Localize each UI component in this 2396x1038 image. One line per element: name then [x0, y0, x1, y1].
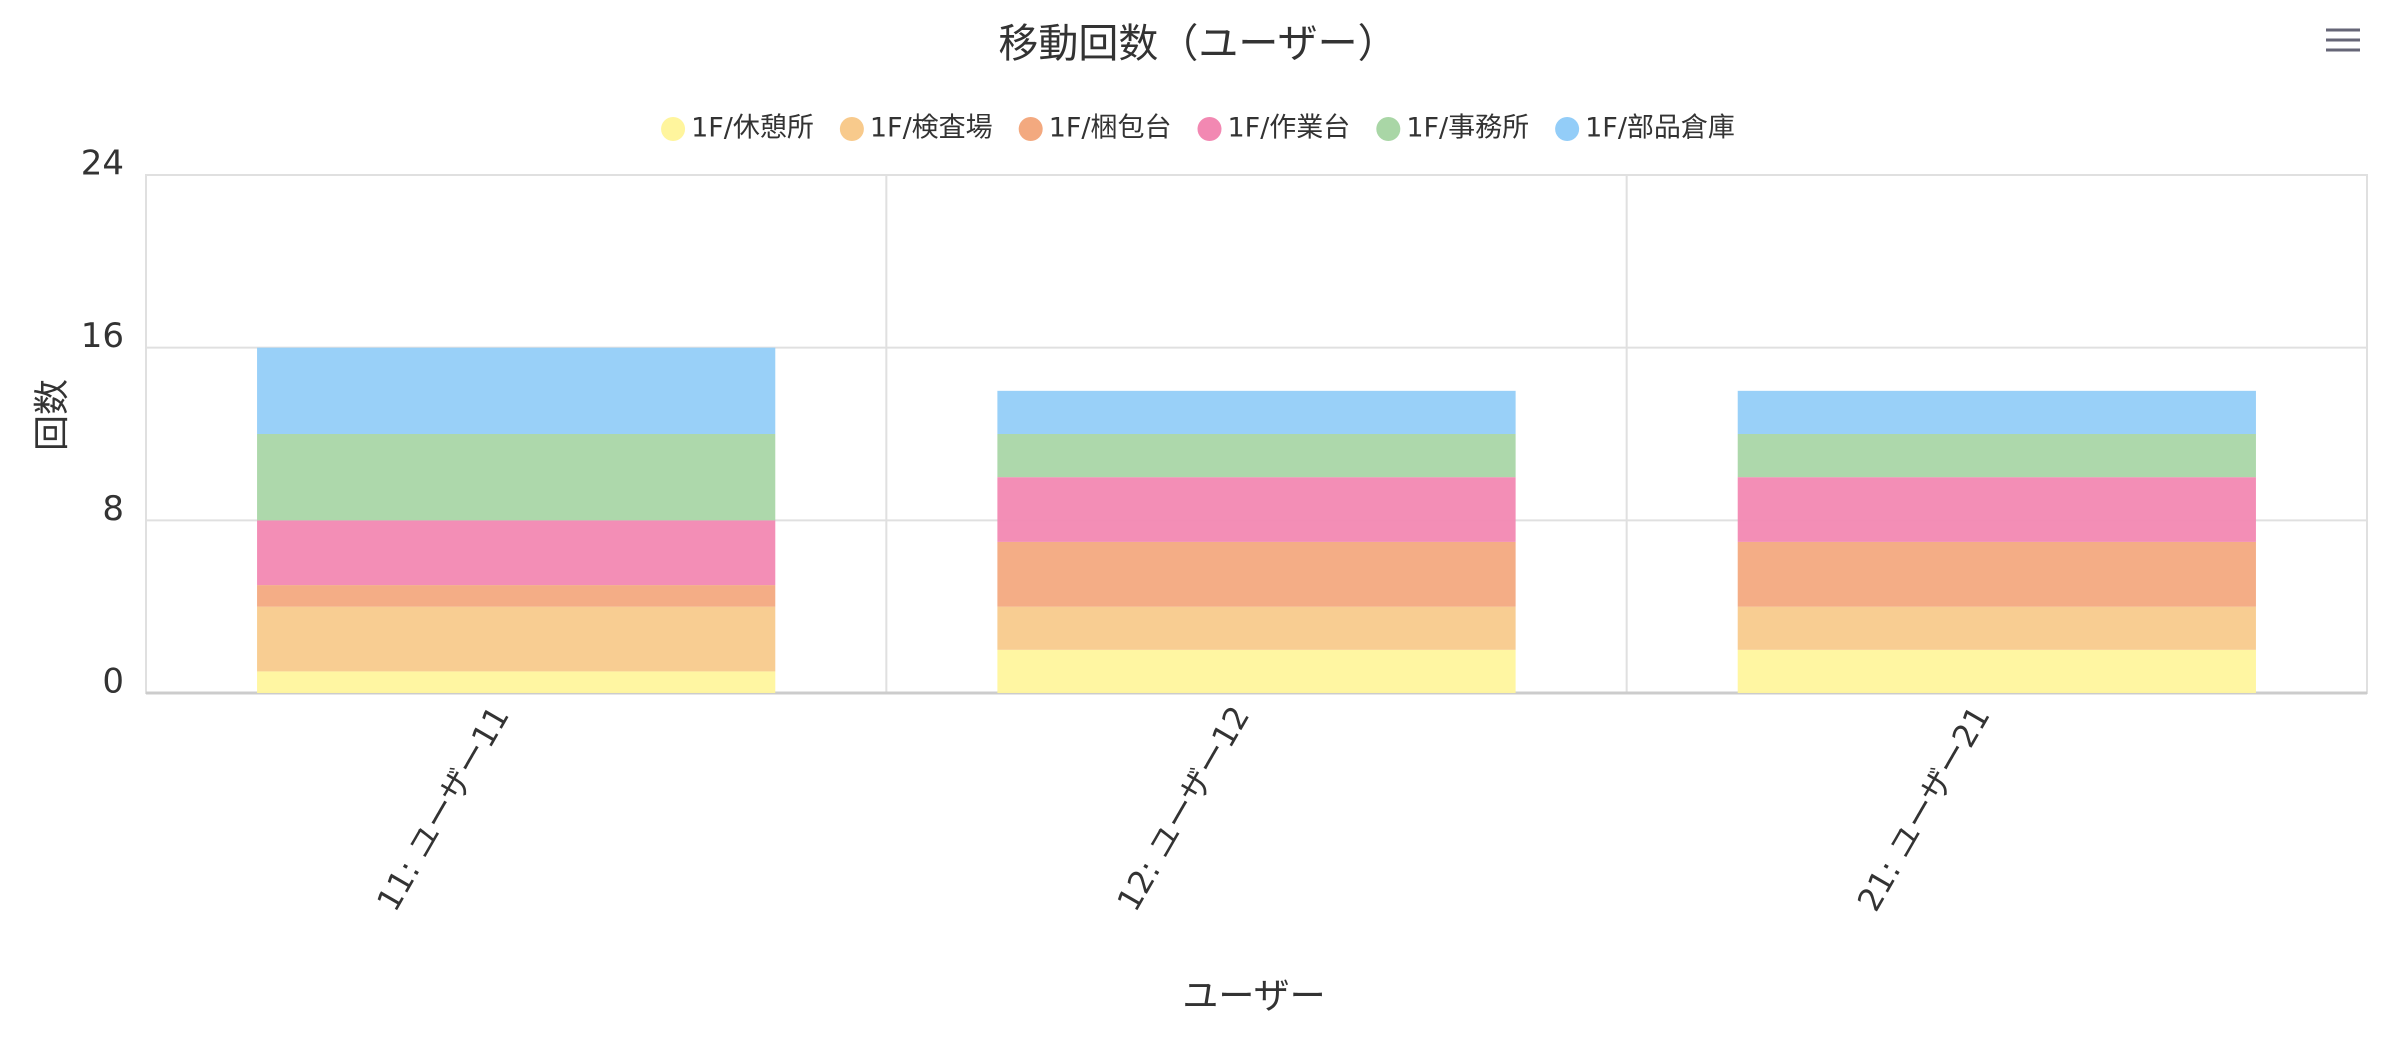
legend-item[interactable]: 1F/梱包台	[1018, 113, 1172, 144]
bar-segment	[997, 390, 1516, 434]
bar-segment	[257, 434, 776, 521]
legend-label: 1F/作業台	[1228, 113, 1351, 144]
legend-marker	[1555, 117, 1580, 141]
bar-segment	[257, 520, 776, 586]
bar-segment	[1737, 649, 2256, 693]
legend-marker	[839, 117, 864, 141]
bar-segment	[1737, 434, 2256, 478]
legend-item[interactable]: 1F/検査場	[839, 113, 993, 144]
legend-marker	[1197, 117, 1222, 141]
bar-segment	[257, 671, 776, 693]
legend-label: 1F/検査場	[870, 113, 993, 144]
y-axis-title: 回数	[32, 379, 73, 451]
bar-segment	[997, 649, 1516, 693]
legend-marker	[1376, 117, 1401, 141]
bar-segment	[1737, 541, 2256, 607]
bar-segment	[1737, 390, 2256, 434]
legend-marker	[1018, 117, 1043, 141]
bar-segment	[997, 606, 1516, 650]
bar-segment	[1737, 606, 2256, 650]
legend-label: 1F/休憩所	[691, 113, 814, 144]
legend-marker	[661, 117, 686, 141]
legend-label: 1F/梱包台	[1049, 113, 1172, 144]
bar-segment	[1737, 477, 2256, 542]
y-tick-label: 8	[102, 489, 124, 529]
legend-label: 1F/部品倉庫	[1585, 113, 1735, 144]
legend-item[interactable]: 1F/部品倉庫	[1555, 113, 1735, 144]
y-tick-label: 0	[102, 662, 124, 702]
bar-segment	[997, 541, 1516, 607]
bar-segment	[997, 434, 1516, 478]
legend-item[interactable]: 1F/休憩所	[661, 113, 814, 144]
menu-button[interactable]	[2326, 28, 2360, 52]
legend-item[interactable]: 1F/作業台	[1197, 113, 1351, 144]
chart-title: 移動回数（ユーザー）	[998, 21, 1397, 67]
bar-segment	[257, 606, 776, 672]
legend-label: 1F/事務所	[1406, 113, 1529, 144]
legend: 1F/休憩所 1F/検査場 1F/梱包台 1F/作業台 1F/事務所 1F/部品倉庫	[661, 113, 1735, 144]
bar-segment	[257, 347, 776, 434]
y-tick-label: 24	[81, 144, 124, 184]
bar-segment	[997, 477, 1516, 542]
bar-segment	[257, 585, 776, 607]
y-tick-label: 16	[81, 316, 124, 356]
x-axis-title: ユーザー	[1182, 976, 1325, 1017]
legend-item[interactable]: 1F/事務所	[1376, 113, 1529, 144]
